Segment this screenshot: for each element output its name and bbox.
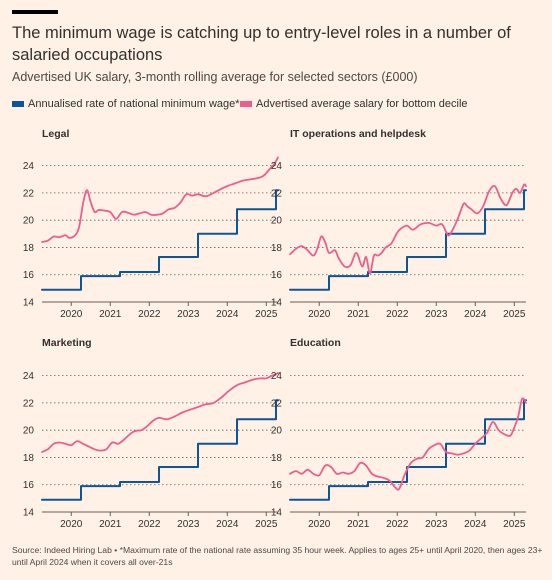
legend-item-minimum-wage: Annualised rate of national minimum wage… — [12, 98, 240, 110]
x-tick-label: 2025 — [503, 309, 526, 320]
y-tick-label: 16 — [23, 480, 35, 491]
chart-title-it-operations-and-helpdesk: IT operations and helpdesk — [290, 128, 426, 140]
x-tick-label: 2020 — [308, 309, 331, 320]
page-title: The minimum wage is catching up to entry… — [12, 24, 511, 64]
brand-accent-bar — [12, 10, 58, 14]
y-tick-label: 24 — [23, 371, 35, 382]
x-tick-label: 2023 — [425, 519, 448, 530]
y-tick-label: 18 — [271, 453, 283, 464]
y-tick-label: 14 — [271, 298, 283, 309]
y-tick-label: 20 — [271, 216, 283, 227]
x-tick-label: 2021 — [347, 309, 370, 320]
y-tick-label: 22 — [23, 188, 35, 199]
y-tick-label: 14 — [271, 508, 283, 519]
y-tick-label: 22 — [271, 398, 283, 409]
series-line-it-operations-and-helpdesk-minimum-wage — [289, 189, 527, 291]
y-tick-label: 22 — [23, 398, 35, 409]
y-tick-label: 18 — [23, 243, 35, 254]
y-tick-label: 18 — [23, 453, 35, 464]
x-tick-label: 2024 — [216, 519, 239, 530]
chart-title-marketing: Marketing — [42, 337, 92, 349]
x-tick-label: 2024 — [464, 519, 487, 530]
y-tick-label: 24 — [271, 161, 283, 172]
x-tick-label: 2024 — [464, 309, 487, 320]
x-tick-label: 2025 — [255, 309, 278, 320]
series-line-education-bottom-decile — [289, 397, 527, 491]
x-tick-label: 2022 — [138, 519, 161, 530]
x-tick-label: 2024 — [216, 309, 239, 320]
chart-title-education: Education — [290, 337, 341, 349]
x-tick-label: 2020 — [60, 309, 83, 320]
y-tick-label: 14 — [23, 508, 35, 519]
source-note: Source: Indeed Hiring Lab • *Maximum rat… — [12, 545, 543, 567]
legend-label-minimum-wage: Annualised rate of national minimum wage… — [28, 98, 240, 110]
legend-swatch-minimum-wage — [12, 101, 24, 107]
y-tick-label: 20 — [23, 216, 35, 227]
chart-panel-it-operations-and-helpdesk: IT operations and helpdesk14161820222420… — [271, 128, 527, 320]
x-tick-label: 2023 — [177, 309, 200, 320]
legend-label-bottom-decile: Advertised average salary for bottom dec… — [256, 98, 468, 110]
legend-item-bottom-decile: Advertised average salary for bottom dec… — [240, 98, 468, 110]
x-tick-label: 2025 — [255, 519, 278, 530]
x-tick-label: 2022 — [386, 519, 409, 530]
x-tick-label: 2021 — [99, 519, 122, 530]
y-tick-label: 24 — [23, 161, 35, 172]
y-tick-label: 18 — [271, 243, 283, 254]
series-line-marketing-bottom-decile — [41, 372, 279, 453]
series-line-marketing-minimum-wage — [41, 399, 279, 501]
y-tick-label: 20 — [23, 426, 35, 437]
y-tick-label: 16 — [23, 270, 35, 281]
y-tick-label: 14 — [23, 298, 35, 309]
y-tick-label: 16 — [271, 480, 283, 491]
chart-title-legal: Legal — [42, 128, 70, 140]
page-subtitle: Advertised UK salary, 3-month rolling av… — [12, 70, 418, 84]
y-tick-label: 16 — [271, 270, 283, 281]
x-tick-label: 2021 — [347, 519, 370, 530]
x-tick-label: 2020 — [60, 519, 83, 530]
x-tick-label: 2022 — [386, 309, 409, 320]
x-tick-label: 2020 — [308, 519, 331, 530]
x-tick-label: 2021 — [99, 309, 122, 320]
x-tick-label: 2023 — [177, 519, 200, 530]
x-tick-label: 2023 — [425, 309, 448, 320]
series-line-legal-minimum-wage — [41, 189, 279, 291]
y-tick-label: 20 — [271, 426, 283, 437]
y-tick-label: 22 — [271, 188, 283, 199]
y-tick-label: 24 — [271, 371, 283, 382]
x-tick-label: 2025 — [503, 519, 526, 530]
series-line-it-operations-and-helpdesk-bottom-decile — [289, 183, 527, 275]
x-tick-label: 2022 — [138, 309, 161, 320]
legend-swatch-bottom-decile — [240, 101, 252, 107]
series-line-legal-bottom-decile — [41, 156, 279, 243]
